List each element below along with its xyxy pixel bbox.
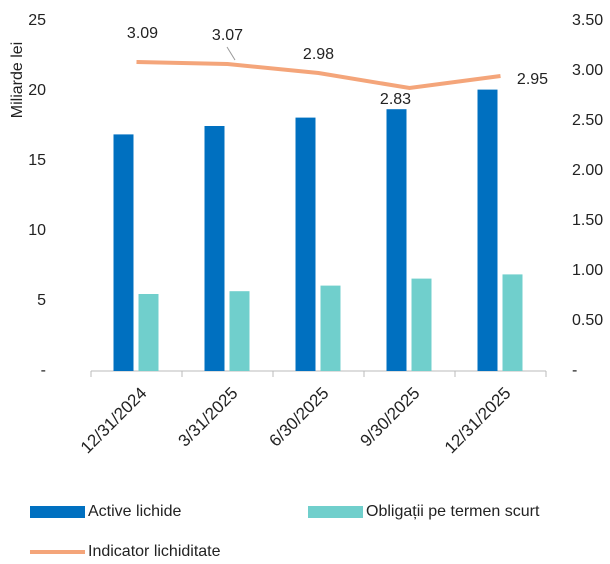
y-tick-label: 15 — [28, 152, 46, 169]
y-tick-label: - — [41, 362, 46, 379]
legend-swatch — [30, 506, 85, 518]
bar — [113, 134, 134, 371]
bar — [295, 117, 316, 371]
x-tick-label: 3/31/2025 — [175, 384, 242, 451]
legend-swatch — [308, 506, 363, 518]
bar — [138, 294, 159, 371]
y2-tick-label: 0.50 — [572, 312, 603, 329]
y-tick-label: 5 — [37, 292, 46, 309]
y2-tick-label: 1.00 — [572, 262, 603, 279]
bar — [386, 109, 407, 371]
legend-label: Active lichide — [88, 503, 181, 520]
x-tick-label: 6/30/2025 — [266, 384, 333, 451]
bar — [204, 126, 225, 371]
line — [136, 60, 501, 91]
y2-tick-label: 3.00 — [572, 62, 603, 79]
y-axis-label: Miliarde lei — [9, 42, 26, 118]
data-label: 3.09 — [127, 25, 158, 42]
data-label: 2.83 — [380, 91, 411, 108]
data-label: 2.98 — [303, 46, 334, 63]
callout-leader — [226, 46, 236, 61]
bar — [320, 285, 341, 371]
bar — [477, 89, 498, 371]
y-tick-label: 25 — [28, 12, 46, 29]
data-label: 2.95 — [517, 71, 548, 88]
x-tick-label: 9/30/2025 — [357, 384, 424, 451]
y-tick-label: 20 — [28, 82, 46, 99]
bar — [502, 274, 523, 371]
y2-tick-label: - — [572, 362, 577, 379]
data-label: 3.07 — [212, 27, 243, 44]
y2-tick-label: 2.00 — [572, 162, 603, 179]
bar — [411, 278, 432, 371]
bar — [229, 291, 250, 371]
y-tick-label: 10 — [28, 222, 46, 239]
y2-tick-label: 3.50 — [572, 12, 603, 29]
y2-tick-label: 1.50 — [572, 212, 603, 229]
x-tick-label: 12/31/2025 — [441, 384, 515, 458]
y2-tick-label: 2.50 — [572, 112, 603, 129]
x-tick-label: 12/31/2024 — [77, 384, 151, 458]
legend-label: Indicator lichiditate — [88, 543, 221, 560]
legend-label: Obligații pe termen scurt — [366, 503, 540, 520]
